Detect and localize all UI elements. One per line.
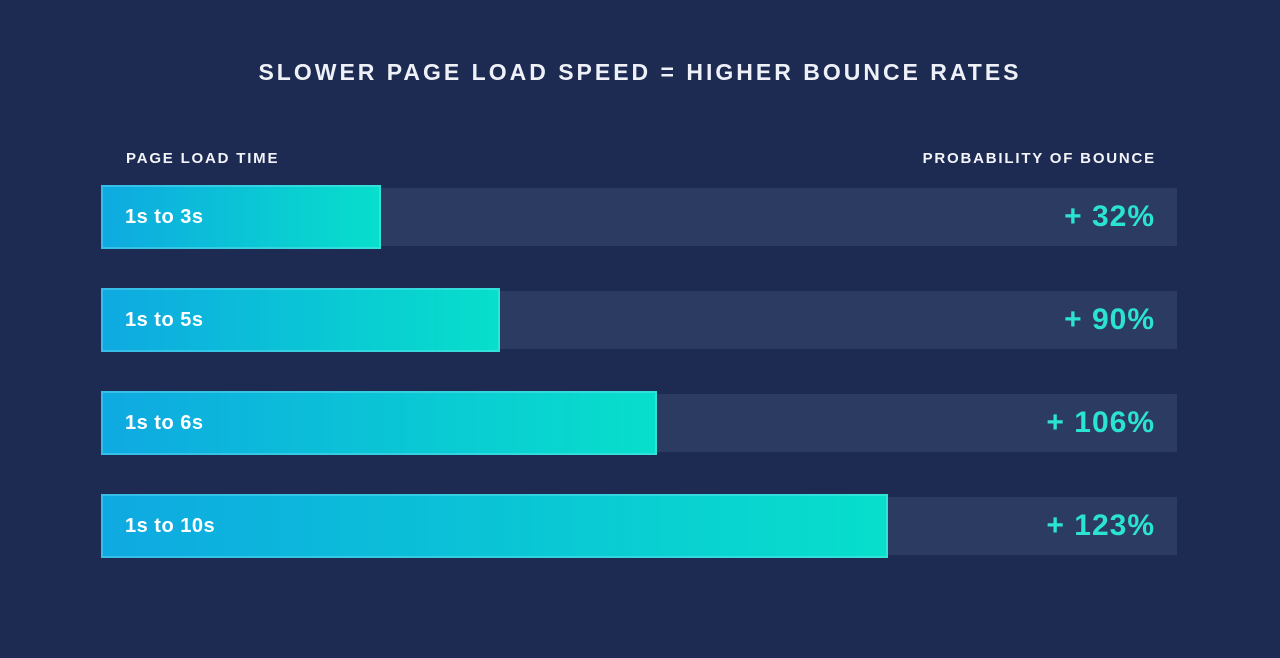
bar-value: + 90% (1064, 303, 1155, 336)
bar-label: 1s to 10s (125, 514, 216, 537)
bar-row: 1s to 6s + 106% (101, 391, 1177, 455)
bar-rows: 1s to 3s + 32% 1s to 5s + 90% 1s to 6s +… (101, 185, 1177, 597)
bar-fill: 1s to 5s (101, 288, 501, 352)
bar-value: + 106% (1046, 406, 1155, 439)
bar-fill: 1s to 3s (101, 185, 381, 249)
bar-value: + 123% (1046, 509, 1155, 542)
bar-row: 1s to 10s + 123% (101, 494, 1177, 558)
column-headers: PAGE LOAD TIME PROBABILITY OF BOUNCE (101, 150, 1178, 168)
bar-value: + 32% (1064, 200, 1155, 233)
bar-row: 1s to 5s + 90% (101, 288, 1177, 352)
bar-label: 1s to 5s (125, 308, 204, 331)
probability-of-bounce-header: PROBABILITY OF BOUNCE (922, 150, 1156, 167)
bar-label: 1s to 6s (125, 411, 204, 434)
chart-title: SLOWER PAGE LOAD SPEED = HIGHER BOUNCE R… (258, 59, 1022, 85)
bar-fill: 1s to 6s (101, 391, 658, 455)
page-load-time-header: PAGE LOAD TIME (126, 150, 280, 167)
bar-fill: 1s to 10s (101, 494, 888, 558)
bar-label: 1s to 3s (125, 205, 204, 228)
bar-row: 1s to 3s + 32% (101, 185, 1177, 249)
